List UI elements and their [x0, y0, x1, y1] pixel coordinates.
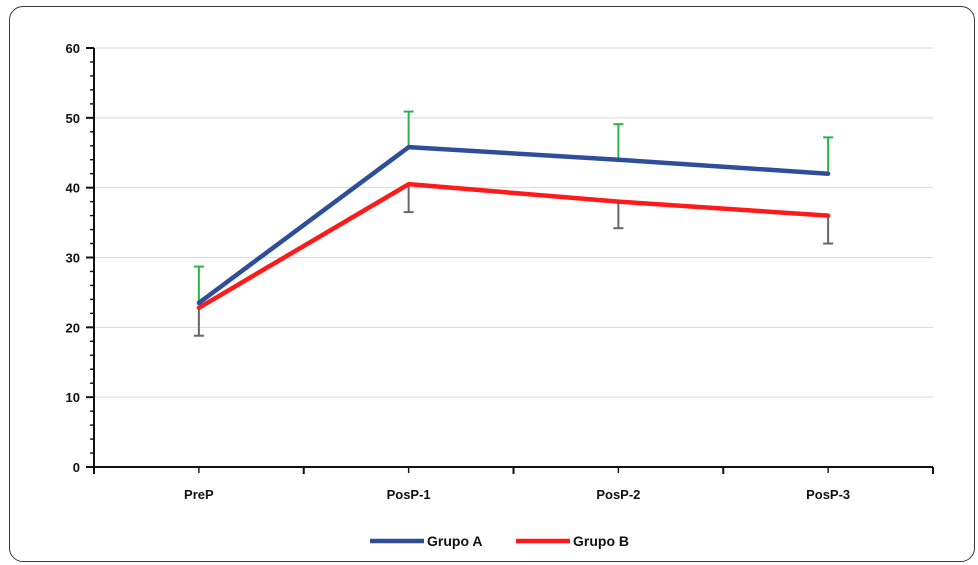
- chart-frame: [9, 6, 975, 562]
- legend: Grupo A Grupo B: [370, 533, 629, 549]
- legend-label: Grupo A: [427, 533, 482, 549]
- error-bars: [193, 110, 834, 337]
- series-line: [196, 144, 831, 306]
- y-tick-label: 50: [66, 111, 80, 126]
- gridlines: [94, 47, 933, 398]
- legend-label: Grupo B: [573, 533, 629, 549]
- x-tick-label: PreP: [184, 487, 214, 502]
- y-axis: 0 10 20 30 40 50 60: [66, 41, 95, 475]
- series-lines: [196, 144, 831, 311]
- series-line: [196, 181, 831, 311]
- x-axis: PreP PosP-1 PosP-2 PosP-3: [93, 466, 934, 502]
- y-tick-label: 60: [66, 41, 80, 56]
- x-tick-label: PosP-2: [596, 487, 640, 502]
- y-tick-label: 0: [73, 460, 80, 475]
- y-tick-label: 20: [66, 320, 80, 335]
- y-tick-label: 10: [66, 390, 80, 405]
- y-tick-label: 40: [66, 181, 80, 196]
- y-tick-label: 30: [66, 251, 80, 266]
- x-tick-label: PosP-3: [806, 487, 850, 502]
- x-tick-label: PosP-1: [387, 487, 431, 502]
